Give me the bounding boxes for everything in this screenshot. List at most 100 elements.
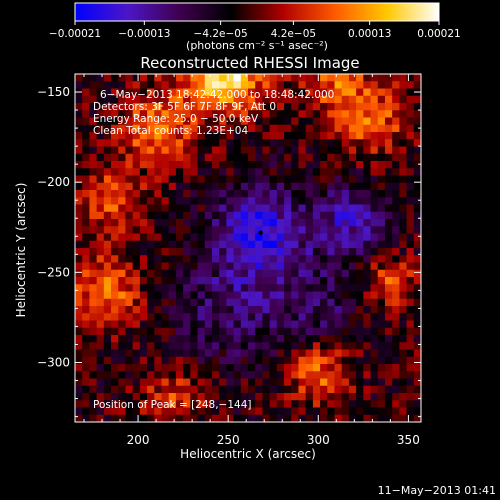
heatmap-cell	[276, 342, 285, 350]
heatmap-cell	[276, 284, 285, 292]
heatmap-cell	[334, 190, 343, 198]
heatmap-cell	[384, 342, 393, 350]
heatmap-cell	[363, 393, 371, 401]
heatmap-cell	[118, 124, 126, 133]
heatmap-cell	[320, 342, 328, 350]
heatmap-cell	[399, 298, 407, 307]
heatmap-cell	[298, 320, 307, 329]
heatmap-cell	[305, 255, 314, 263]
heatmap-cell	[132, 240, 141, 249]
heatmap-cell	[125, 306, 134, 314]
heatmap-cell	[406, 320, 415, 329]
heatmap-cell	[370, 306, 379, 314]
heatmap-cell	[248, 277, 256, 285]
heatmap-cell	[248, 124, 256, 133]
heatmap-cell	[161, 132, 170, 140]
heatmap-cell	[103, 306, 112, 314]
heatmap-cell	[298, 255, 307, 263]
heatmap-cell	[125, 95, 134, 104]
heatmap-cell	[341, 284, 350, 292]
heatmap-cell	[219, 284, 227, 292]
heatmap-cell	[370, 393, 379, 401]
heatmap-cell	[406, 262, 415, 271]
heatmap-cell	[82, 255, 90, 263]
heatmap-cell	[183, 175, 191, 184]
heatmap-cell	[363, 414, 371, 422]
heatmap-cell	[363, 277, 371, 285]
heatmap-cell	[89, 385, 98, 394]
heatmap-cell	[392, 146, 400, 155]
heatmap-cell	[384, 132, 393, 140]
heatmap-cell	[118, 211, 126, 220]
heatmap-cell	[96, 284, 105, 292]
heatmap-cell	[161, 255, 170, 263]
heatmap-cell	[190, 182, 198, 191]
heatmap-cell	[168, 168, 177, 176]
heatmap-cell	[399, 313, 407, 321]
heatmap-cell	[226, 335, 234, 343]
heatmap-cell	[255, 175, 263, 184]
heatmap-cell	[305, 153, 314, 162]
heatmap-cell	[183, 240, 191, 249]
heatmap-cell	[175, 175, 184, 184]
heatmap-cell	[139, 190, 148, 198]
heatmap-cell	[168, 277, 177, 285]
heatmap-cell	[211, 400, 220, 408]
heatmap-cell	[226, 298, 234, 307]
heatmap-cell	[190, 298, 198, 307]
heatmap-cell	[320, 211, 328, 220]
heatmap-cell	[103, 190, 112, 198]
heatmap-cell	[75, 385, 83, 394]
heatmap-cell	[197, 204, 206, 213]
heatmap-cell	[399, 262, 407, 271]
heatmap-cell	[413, 269, 421, 278]
heatmap-cell	[118, 313, 126, 321]
heatmap-cell	[161, 414, 170, 422]
heatmap-cell	[370, 139, 379, 147]
heatmap-cell	[233, 298, 242, 307]
annotation-energy-range: Energy Range: 25.0 − 50.0 keV	[93, 113, 259, 125]
heatmap-cell	[356, 291, 364, 300]
heatmap-cell	[255, 132, 263, 140]
heatmap-cell	[262, 233, 271, 242]
heatmap-cell	[204, 197, 213, 205]
heatmap-cell	[363, 298, 371, 307]
heatmap-cell	[348, 103, 357, 111]
heatmap-cell	[190, 356, 198, 365]
heatmap-cell	[377, 81, 386, 89]
heatmap-cell	[276, 320, 285, 329]
heatmap-cell	[161, 335, 170, 343]
heatmap-cell	[276, 81, 285, 89]
heatmap-cell	[125, 139, 134, 147]
heatmap-cell	[161, 371, 170, 379]
heatmap-cell	[262, 327, 271, 336]
heatmap-cell	[204, 356, 213, 365]
heatmap-cell	[89, 240, 98, 249]
heatmap-cell	[139, 175, 148, 184]
heatmap-cell	[154, 175, 162, 184]
heatmap-cell	[132, 197, 141, 205]
heatmap-cell	[103, 240, 112, 249]
heatmap-cell	[298, 248, 307, 256]
heatmap-cell	[175, 284, 184, 292]
heatmap-cell	[334, 161, 343, 169]
heatmap-cell	[399, 248, 407, 256]
heatmap-cell	[298, 132, 307, 140]
heatmap-cell	[377, 219, 386, 227]
heatmap-cell	[139, 414, 148, 422]
heatmap-cell	[175, 168, 184, 176]
heatmap-cell	[269, 371, 278, 379]
heatmap-cell	[269, 313, 278, 321]
heatmap-cell	[219, 117, 227, 126]
heatmap-cell	[240, 414, 249, 422]
heatmap-cell	[125, 327, 134, 336]
heatmap-cell	[370, 277, 379, 285]
heatmap-cell	[233, 211, 242, 220]
heatmap-cell	[312, 153, 321, 162]
heatmap-cell	[255, 240, 263, 249]
heatmap-cell	[190, 393, 198, 401]
heatmap-cell	[255, 103, 263, 111]
heatmap-cell	[298, 139, 307, 147]
heatmap-cell	[269, 110, 278, 118]
